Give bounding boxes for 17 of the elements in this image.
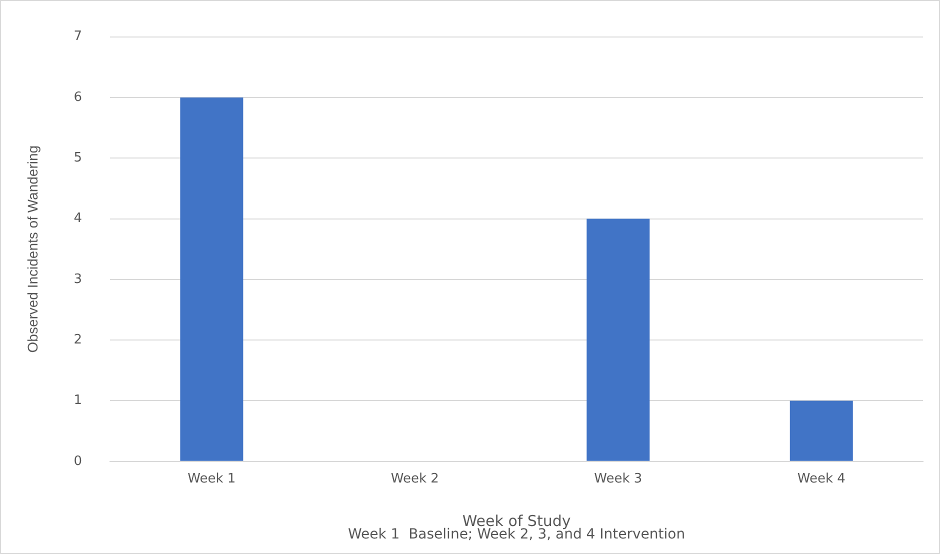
y-tick-label: 3 bbox=[74, 272, 82, 287]
y-tick-label: 5 bbox=[74, 150, 82, 166]
bar bbox=[586, 218, 650, 461]
y-tick-label: 7 bbox=[74, 29, 82, 44]
bar bbox=[790, 400, 853, 461]
x-tick-label: Week 1 bbox=[188, 472, 236, 487]
bar bbox=[180, 97, 244, 461]
y-tick-label: 0 bbox=[74, 454, 82, 469]
y-tick-label: 2 bbox=[74, 332, 82, 348]
y-axis-title: Observed Incidents of Wandering bbox=[24, 145, 40, 353]
x-tick-label: Week 3 bbox=[594, 472, 642, 487]
y-tick-label: 4 bbox=[74, 211, 82, 226]
y-tick-label: 1 bbox=[74, 393, 82, 408]
text: Week 1 Baseline; Week 2, 3, and 4 Intervention bbox=[348, 526, 686, 543]
y-tick-label: 6 bbox=[74, 90, 82, 105]
x-tick-label: Week 4 bbox=[797, 472, 846, 487]
x-tick-label: Week 2 bbox=[390, 472, 439, 487]
